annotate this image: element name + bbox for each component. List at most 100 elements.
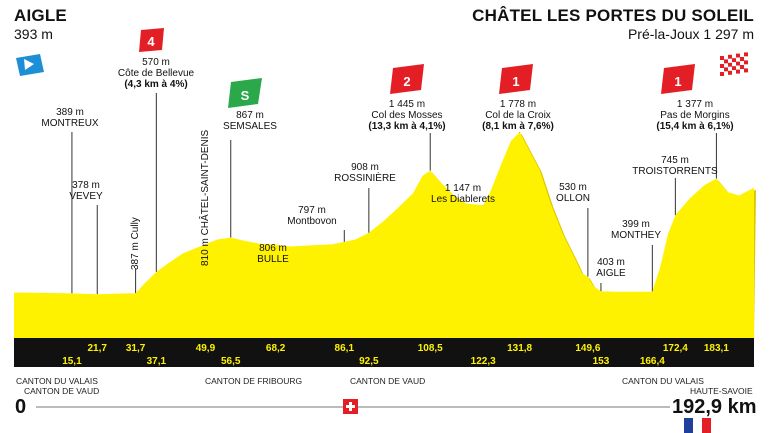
profile-area <box>14 132 754 338</box>
french-flag-icon <box>684 418 711 433</box>
point-aigle: 403 m AIGLE <box>586 257 636 279</box>
finish-flag-icon <box>720 52 748 76</box>
point-altitude: 378 m <box>72 180 100 191</box>
km-marker-bottom: 122,3 <box>471 356 496 367</box>
point-name: BULLE <box>257 254 289 265</box>
km-marker-bottom: 166,4 <box>640 356 665 367</box>
point-montreux: 389 m MONTREUX <box>30 107 110 129</box>
point-altitude: 530 m <box>559 182 587 193</box>
point-name: MONTREUX <box>41 118 99 129</box>
swiss-flag-icon <box>343 399 358 414</box>
point-name: Pas de Morgins <box>660 110 730 121</box>
region-label: CANTON DE FRIBOURG <box>205 376 303 386</box>
sprint-flag-icon: S <box>228 78 262 108</box>
region-label: CANTON DE VAUD <box>24 386 100 396</box>
point-detail: (13,3 km à 4,1%) <box>368 121 446 132</box>
point-name: Montbovon <box>287 216 337 227</box>
point-altitude: 810 m <box>200 238 211 266</box>
point-semsales: 867 m SEMSALES <box>220 110 280 132</box>
point-name: Les Diablerets <box>431 194 495 205</box>
point-altitude: 806 m <box>259 243 287 254</box>
cat1-flag-label-2: 1 <box>674 74 681 89</box>
km-marker-bottom: 37,1 <box>147 356 167 367</box>
point-name: MONTHEY <box>611 230 661 241</box>
point-altitude: 403 m <box>597 257 625 268</box>
point-altitude: 1 377 m <box>676 99 714 110</box>
point-montbovon: 797 m Montbovon <box>282 205 342 227</box>
km-marker-bottom: 92,5 <box>359 356 379 367</box>
km-band <box>14 338 754 367</box>
start-flag-icon <box>16 54 44 76</box>
finish-name: CHÂTEL LES PORTES DU SOLEIL <box>472 6 754 25</box>
km-marker-top: 172,4 <box>663 343 688 354</box>
km-marker-bottom: 15,1 <box>62 356 82 367</box>
point-pas-de-morgins: 1 377 m Pas de Morgins (15,4 km à 6,1%) <box>640 99 750 132</box>
km-marker-top: 68,2 <box>266 343 286 354</box>
start-name: AIGLE <box>14 6 67 25</box>
point-detail: (4,3 km à 4%) <box>124 79 188 90</box>
start-altitude: 393 m <box>14 26 53 42</box>
km-marker-top: 31,7 <box>126 343 146 354</box>
point-bulle: 806 m BULLE <box>248 243 298 265</box>
distance-end: 192,9 km <box>672 396 757 418</box>
point-name: AIGLE <box>596 268 626 279</box>
point-name: OLLON <box>556 193 590 204</box>
cat1-flag-label: 1 <box>512 74 519 89</box>
km-marker-top: 149,6 <box>575 343 600 354</box>
point-troistorrents: 745 m TROISTORRENTS <box>630 155 720 177</box>
region-label: CANTON DU VALAIS <box>16 376 98 386</box>
point-name: Col de la Croix <box>485 110 551 121</box>
point-name: CHÂTEL-SAINT-DENIS <box>200 129 211 236</box>
cat1-flag-pas-de-morgins-icon: 1 <box>661 64 695 94</box>
point-altitude: 745 m <box>661 155 689 166</box>
region-label: HAUTE-SAVOIE <box>690 386 753 396</box>
finish-altitude: Pré-la-Joux 1 297 m <box>627 26 754 42</box>
point-detail: (15,4 km à 6,1%) <box>656 121 734 132</box>
cat2-flag-icon: 2 <box>390 64 424 94</box>
point-rossiniere: 908 m ROSSINIÈRE <box>330 162 400 184</box>
point-altitude: 399 m <box>622 219 650 230</box>
km-marker-top: 21,7 <box>88 343 108 354</box>
point-name: Col des Mosses <box>371 110 443 121</box>
point-altitude: 389 m <box>56 107 84 118</box>
point-vevey: 378 m VEVEY <box>56 180 116 202</box>
point-altitude: 797 m <box>298 205 326 216</box>
cat4-flag-icon: 4 <box>139 28 164 52</box>
point-cully: 387 m Cully <box>130 217 141 270</box>
region-label: CANTON DU VALAIS <box>622 376 704 386</box>
km-marker-top: 131,8 <box>507 343 532 354</box>
km-marker-top: 108,5 <box>418 343 443 354</box>
cat2-flag-label: 2 <box>403 74 410 89</box>
cat1-flag-col-de-la-croix-icon: 1 <box>499 64 533 94</box>
point-altitude: 1 778 m <box>499 99 537 110</box>
point-name: SEMSALES <box>223 121 277 132</box>
km-marker-bottom: 153 <box>593 356 610 367</box>
sprint-flag-label: S <box>241 88 250 103</box>
distance-start: 0 <box>15 396 27 418</box>
point-altitude: 1 147 m <box>444 183 482 194</box>
km-marker-bottom: 56,5 <box>221 356 241 367</box>
point-cote-de-bellevue: 570 m Côte de Bellevue (4,3 km à 4%) <box>106 57 206 90</box>
point-detail: (8,1 km à 7,6%) <box>482 121 554 132</box>
point-altitude: 570 m <box>142 57 170 68</box>
point-chatel-saint-denis: 810 m CHÂTEL-SAINT-DENIS <box>200 130 211 266</box>
cat4-flag-label: 4 <box>147 34 155 49</box>
point-name: VEVEY <box>69 191 103 202</box>
point-ollon: 530 m OLLON <box>548 182 598 204</box>
point-col-de-la-croix: 1 778 m Col de la Croix (8,1 km à 7,6%) <box>466 99 570 132</box>
point-altitude: 387 m <box>130 242 141 270</box>
guide-lines <box>71 93 717 295</box>
point-name: Côte de Bellevue <box>117 68 195 79</box>
km-marker-top: 49,9 <box>196 343 216 354</box>
km-marker-top: 183,1 <box>704 343 729 354</box>
point-name: Cully <box>130 217 141 240</box>
point-altitude: 908 m <box>351 162 379 173</box>
point-altitude: 1 445 m <box>388 99 426 110</box>
point-altitude: 867 m <box>236 110 264 121</box>
point-name: TROISTORRENTS <box>632 166 718 177</box>
region-label: CANTON DE VAUD <box>350 376 426 386</box>
point-name: ROSSINIÈRE <box>334 173 396 184</box>
km-marker-top: 86,1 <box>335 343 355 354</box>
